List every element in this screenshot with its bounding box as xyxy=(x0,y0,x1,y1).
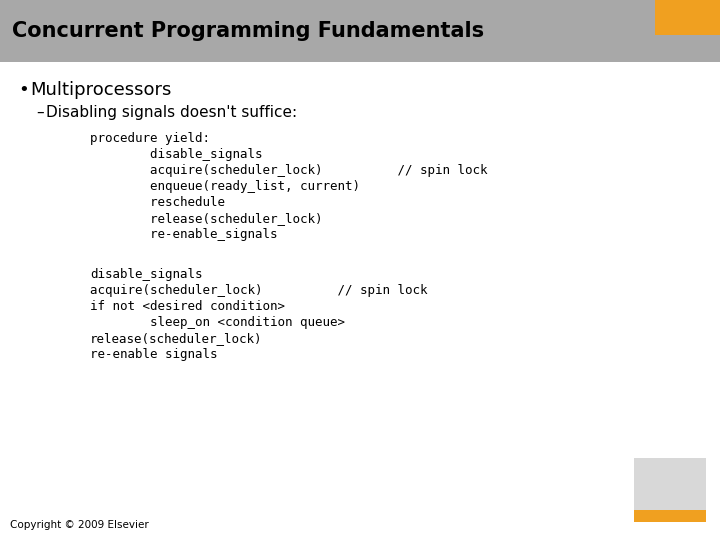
Text: if not <desired condition>: if not <desired condition> xyxy=(90,300,285,313)
Text: disable_signals: disable_signals xyxy=(90,268,202,281)
Text: disable_signals: disable_signals xyxy=(90,148,263,161)
Text: enqueue(ready_list, current): enqueue(ready_list, current) xyxy=(90,180,360,193)
Text: Concurrent Programming Fundamentals: Concurrent Programming Fundamentals xyxy=(12,21,484,41)
Text: release(scheduler_lock): release(scheduler_lock) xyxy=(90,212,323,225)
Text: Copyright © 2009 Elsevier: Copyright © 2009 Elsevier xyxy=(10,520,149,530)
Text: –: – xyxy=(36,105,44,119)
Text: sleep_on <condition queue>: sleep_on <condition queue> xyxy=(90,316,345,329)
Text: Multiprocessors: Multiprocessors xyxy=(30,81,171,99)
Bar xyxy=(655,0,720,35)
Bar xyxy=(634,458,706,510)
Text: re-enable_signals: re-enable_signals xyxy=(90,228,277,241)
Text: acquire(scheduler_lock)          // spin lock: acquire(scheduler_lock) // spin lock xyxy=(90,284,428,297)
Text: reschedule: reschedule xyxy=(90,196,225,209)
Text: procedure yield:: procedure yield: xyxy=(90,132,210,145)
Bar xyxy=(634,510,706,522)
Text: ELSEVIER: ELSEVIER xyxy=(644,511,696,521)
Text: release(scheduler_lock): release(scheduler_lock) xyxy=(90,332,263,345)
Text: re-enable signals: re-enable signals xyxy=(90,348,217,361)
Text: acquire(scheduler_lock)          // spin lock: acquire(scheduler_lock) // spin lock xyxy=(90,164,487,177)
Bar xyxy=(0,0,720,62)
Text: Disabling signals doesn't suffice:: Disabling signals doesn't suffice: xyxy=(46,105,297,119)
Text: •: • xyxy=(18,81,29,99)
